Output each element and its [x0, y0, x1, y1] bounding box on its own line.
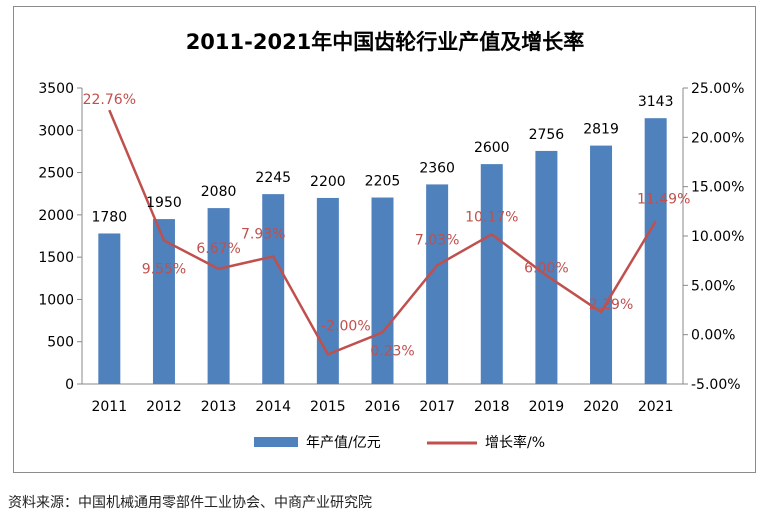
x-tick-label: 2017 [419, 399, 455, 415]
y-left-tick-label: 2000 [38, 208, 74, 224]
x-tick-label: 2015 [310, 399, 346, 415]
y-right-tick-label: 20.00% [691, 130, 744, 146]
bar [535, 150, 558, 384]
bar-value-label: 3143 [638, 94, 674, 110]
x-tick-label: 2016 [365, 399, 401, 415]
x-tick-label: 2020 [583, 399, 619, 415]
x-tick-label: 2013 [201, 399, 237, 415]
growth-line [108, 109, 657, 356]
bar [644, 118, 667, 384]
bar [152, 219, 175, 384]
bar [480, 164, 503, 384]
x-tick-label: 2012 [146, 399, 182, 415]
bar-value-label: 1950 [146, 195, 182, 211]
y-left-tick-label: 1500 [38, 250, 74, 266]
bar-value-label: 2756 [529, 127, 565, 143]
y-right-tick-label: -5.00% [691, 377, 741, 393]
bar-value-label: 2819 [583, 122, 619, 138]
chart-title: 2011-2021年中国齿轮行业产值及增长率 [186, 30, 585, 54]
growth-value-label: 2.29% [589, 297, 633, 313]
growth-value-label: 7.93% [241, 226, 285, 242]
y-left-tick-label: 3500 [38, 81, 74, 97]
growth-value-label: 9.55% [142, 261, 186, 277]
x-tick-label: 2018 [474, 399, 510, 415]
y-left-tick-label: 3000 [38, 123, 74, 139]
growth-value-label: -2.00% [321, 318, 371, 334]
y-left-tick-label: 1000 [38, 292, 74, 308]
legend-swatch-bar [254, 437, 298, 447]
bar [262, 194, 285, 384]
y-right-tick-label: 5.00% [691, 278, 735, 294]
bar [207, 208, 230, 384]
bar-value-label: 2245 [255, 170, 291, 186]
bar-value-label: 2205 [365, 174, 401, 190]
x-tick-label: 2014 [255, 399, 291, 415]
growth-value-label: 0.23% [370, 343, 414, 359]
bar-value-label: 2200 [310, 174, 346, 190]
bar [426, 184, 449, 384]
chart: 2011-2021年中国齿轮行业产值及增长率 0 500 1000 1500 2000 2… [38, 30, 744, 451]
x-tick-label: 2021 [638, 399, 674, 415]
bar [371, 197, 394, 384]
bar [590, 145, 613, 384]
bar-value-label: 1780 [91, 209, 127, 225]
y-left-tick-label: 0 [65, 377, 74, 393]
source-note: 资料来源：中国机械通用零部件工业协会、中商产业研究院 [8, 495, 372, 511]
growth-value-label: 6.67% [196, 241, 240, 257]
bar-value-label: 2080 [201, 184, 237, 200]
bar [98, 233, 121, 384]
y-right-tick-label: 15.00% [691, 180, 744, 196]
growth-value-label: 10.17% [465, 209, 518, 225]
x-tick-label: 2019 [529, 399, 565, 415]
x-tick-label: 2011 [91, 399, 127, 415]
y-left-tick-label: 500 [47, 335, 74, 351]
y-right-tick-label: 10.00% [691, 229, 744, 245]
legend-label-bar: 年产值/亿元 [306, 435, 381, 451]
legend-label-line: 增长率/% [485, 434, 545, 451]
bar-value-label: 2360 [419, 160, 455, 176]
growth-value-label: 6.00% [524, 260, 568, 276]
chart-frame: 2011-2021年中国齿轮行业产值及增长率 0 500 1000 1500 2000 2… [13, 6, 756, 473]
growth-value-label: 11.49% [637, 191, 690, 207]
y-right-tick-label: 0.00% [691, 328, 735, 344]
bar [316, 197, 339, 384]
growth-value-label: 7.03% [415, 232, 459, 248]
bar-value-label: 2600 [474, 140, 510, 156]
growth-value-label: 22.76% [83, 92, 136, 108]
y-right-tick-label: 25.00% [691, 81, 744, 97]
y-left-tick-label: 2500 [38, 166, 74, 182]
